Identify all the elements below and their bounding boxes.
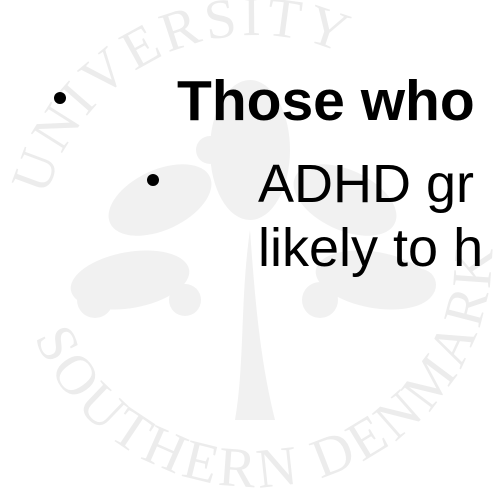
sub-bullet-line: likely to h bbox=[258, 218, 483, 278]
sub-bullet-line: ADHD gr bbox=[258, 154, 474, 214]
sub-bullet-marker bbox=[147, 174, 159, 186]
bullet-marker bbox=[54, 92, 66, 104]
bullet-text: Those who bbox=[177, 69, 475, 133]
watermark-tree bbox=[70, 80, 436, 420]
